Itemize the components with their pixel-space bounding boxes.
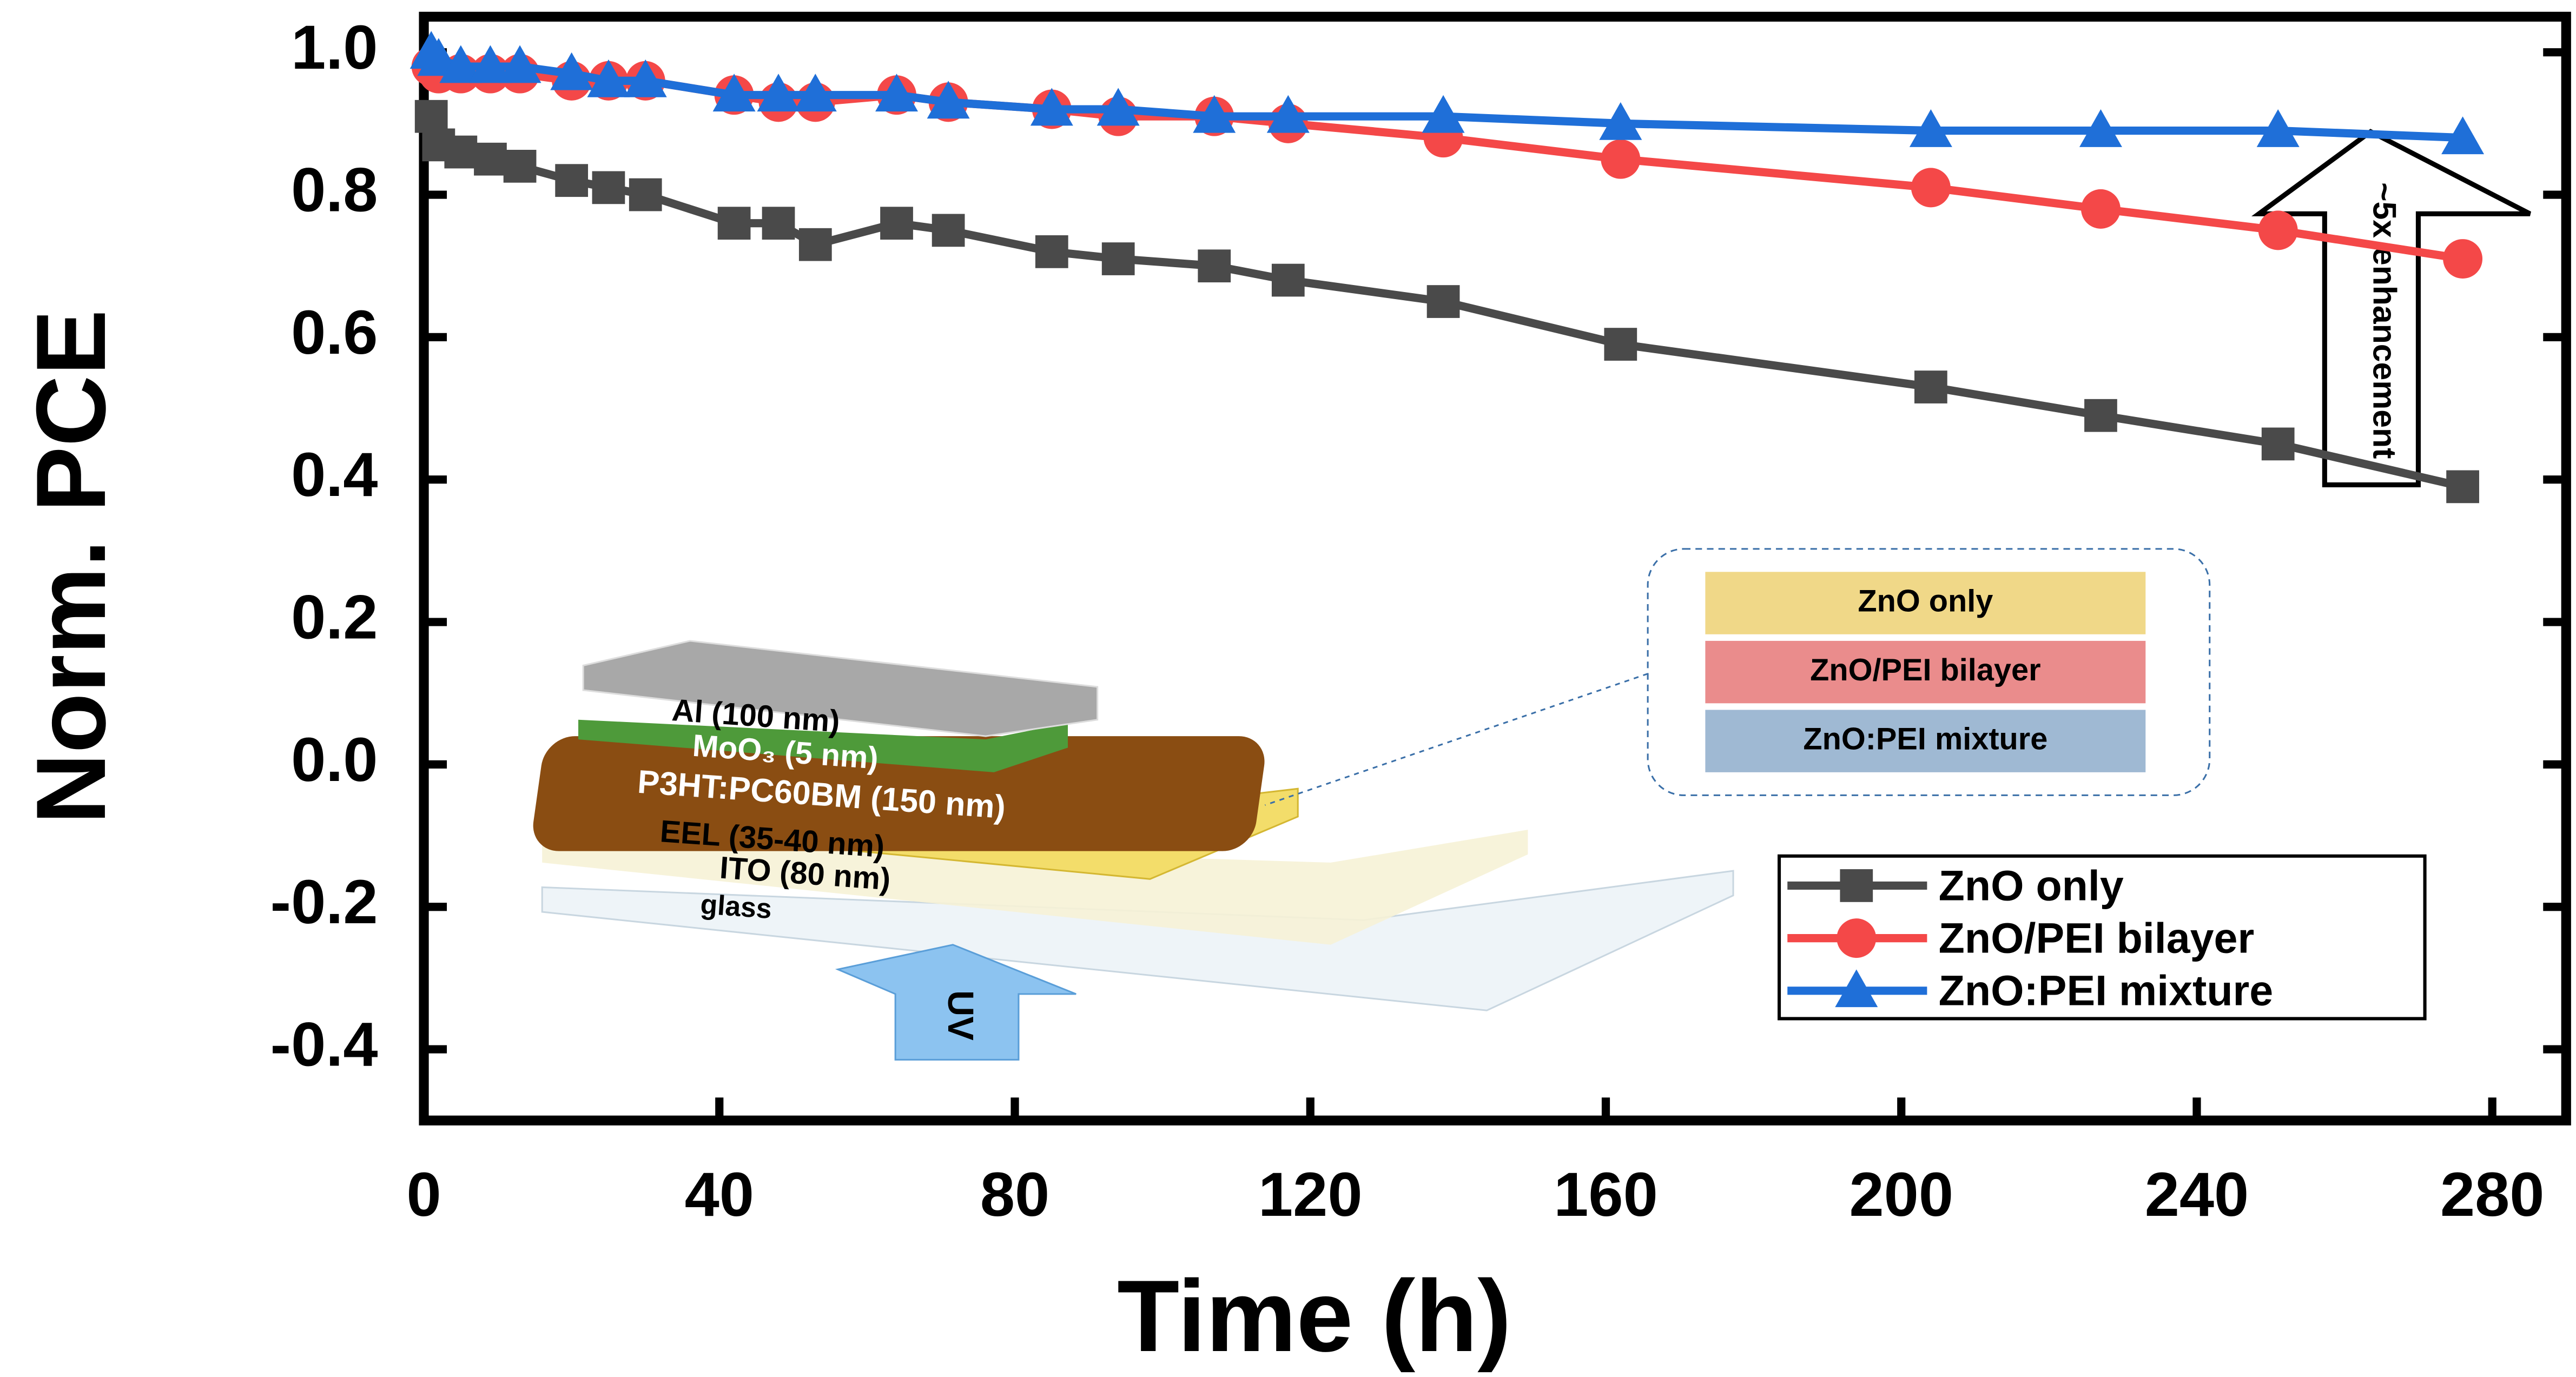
marker — [718, 207, 751, 240]
marker — [1102, 242, 1135, 275]
marker — [2258, 210, 2298, 250]
y-tick-label: -0.4 — [270, 1010, 378, 1080]
inset-legend-label: ZnO/PEI bilayer — [1810, 653, 2040, 687]
marker — [415, 100, 448, 133]
marker — [592, 171, 625, 204]
y-tick-label: 0.0 — [291, 725, 378, 795]
marker — [1911, 168, 1951, 207]
legend-label: ZnO only — [1939, 862, 2124, 909]
marker — [2084, 399, 2117, 432]
layer-label: glass — [699, 888, 773, 924]
marker — [1035, 235, 1068, 268]
marker — [799, 228, 832, 261]
legend-label: ZnO/PEI bilayer — [1939, 915, 2255, 962]
x-tick-label: 40 — [685, 1160, 754, 1229]
marker — [629, 178, 662, 211]
marker — [2446, 471, 2479, 504]
y-tick-label: 0.4 — [291, 440, 378, 509]
y-tick-label: 0.8 — [291, 156, 378, 225]
y-axis-label: Norm. PCE — [16, 309, 126, 824]
marker — [1427, 285, 1460, 318]
marker — [2443, 239, 2482, 279]
inset-legend-label: ZnO only — [1858, 584, 1993, 618]
legend-marker — [1840, 869, 1873, 902]
marker — [762, 207, 795, 240]
x-tick-label: 240 — [2145, 1160, 2249, 1229]
x-axis-label: Time (h) — [1117, 1259, 1511, 1373]
inset-legend-label: ZnO:PEI mixture — [1803, 721, 2047, 756]
marker — [1198, 249, 1231, 282]
marker — [1601, 140, 1640, 179]
y-tick-label: 1.0 — [291, 13, 378, 82]
marker — [2262, 428, 2295, 461]
legend-label: ZnO:PEI mixture — [1939, 967, 2274, 1015]
marker — [474, 143, 507, 176]
x-tick-label: 280 — [2440, 1160, 2545, 1229]
marker — [932, 214, 965, 247]
marker — [444, 136, 477, 169]
marker — [1604, 328, 1637, 361]
marker — [1272, 264, 1305, 297]
x-tick-label: 200 — [1849, 1160, 1953, 1229]
y-tick-label: 0.6 — [291, 298, 378, 367]
x-tick-label: 120 — [1258, 1160, 1363, 1229]
marker — [555, 164, 588, 197]
annotation: ~5x enhancement — [2367, 182, 2403, 459]
legend-marker — [1837, 918, 1876, 958]
marker — [2081, 189, 2121, 229]
y-tick-label: 0.2 — [291, 583, 378, 652]
x-tick-label: 0 — [406, 1160, 441, 1229]
uv-label: UV — [940, 990, 980, 1041]
marker — [504, 150, 537, 183]
marker — [880, 207, 913, 240]
y-tick-label: -0.2 — [270, 868, 378, 937]
chart: Time (h) Norm. PCE Al (100 nm) MoO₃ (5 n… — [0, 0, 2576, 1377]
x-tick-label: 160 — [1554, 1160, 1658, 1229]
x-tick-label: 80 — [980, 1160, 1049, 1229]
marker — [1914, 370, 1947, 403]
